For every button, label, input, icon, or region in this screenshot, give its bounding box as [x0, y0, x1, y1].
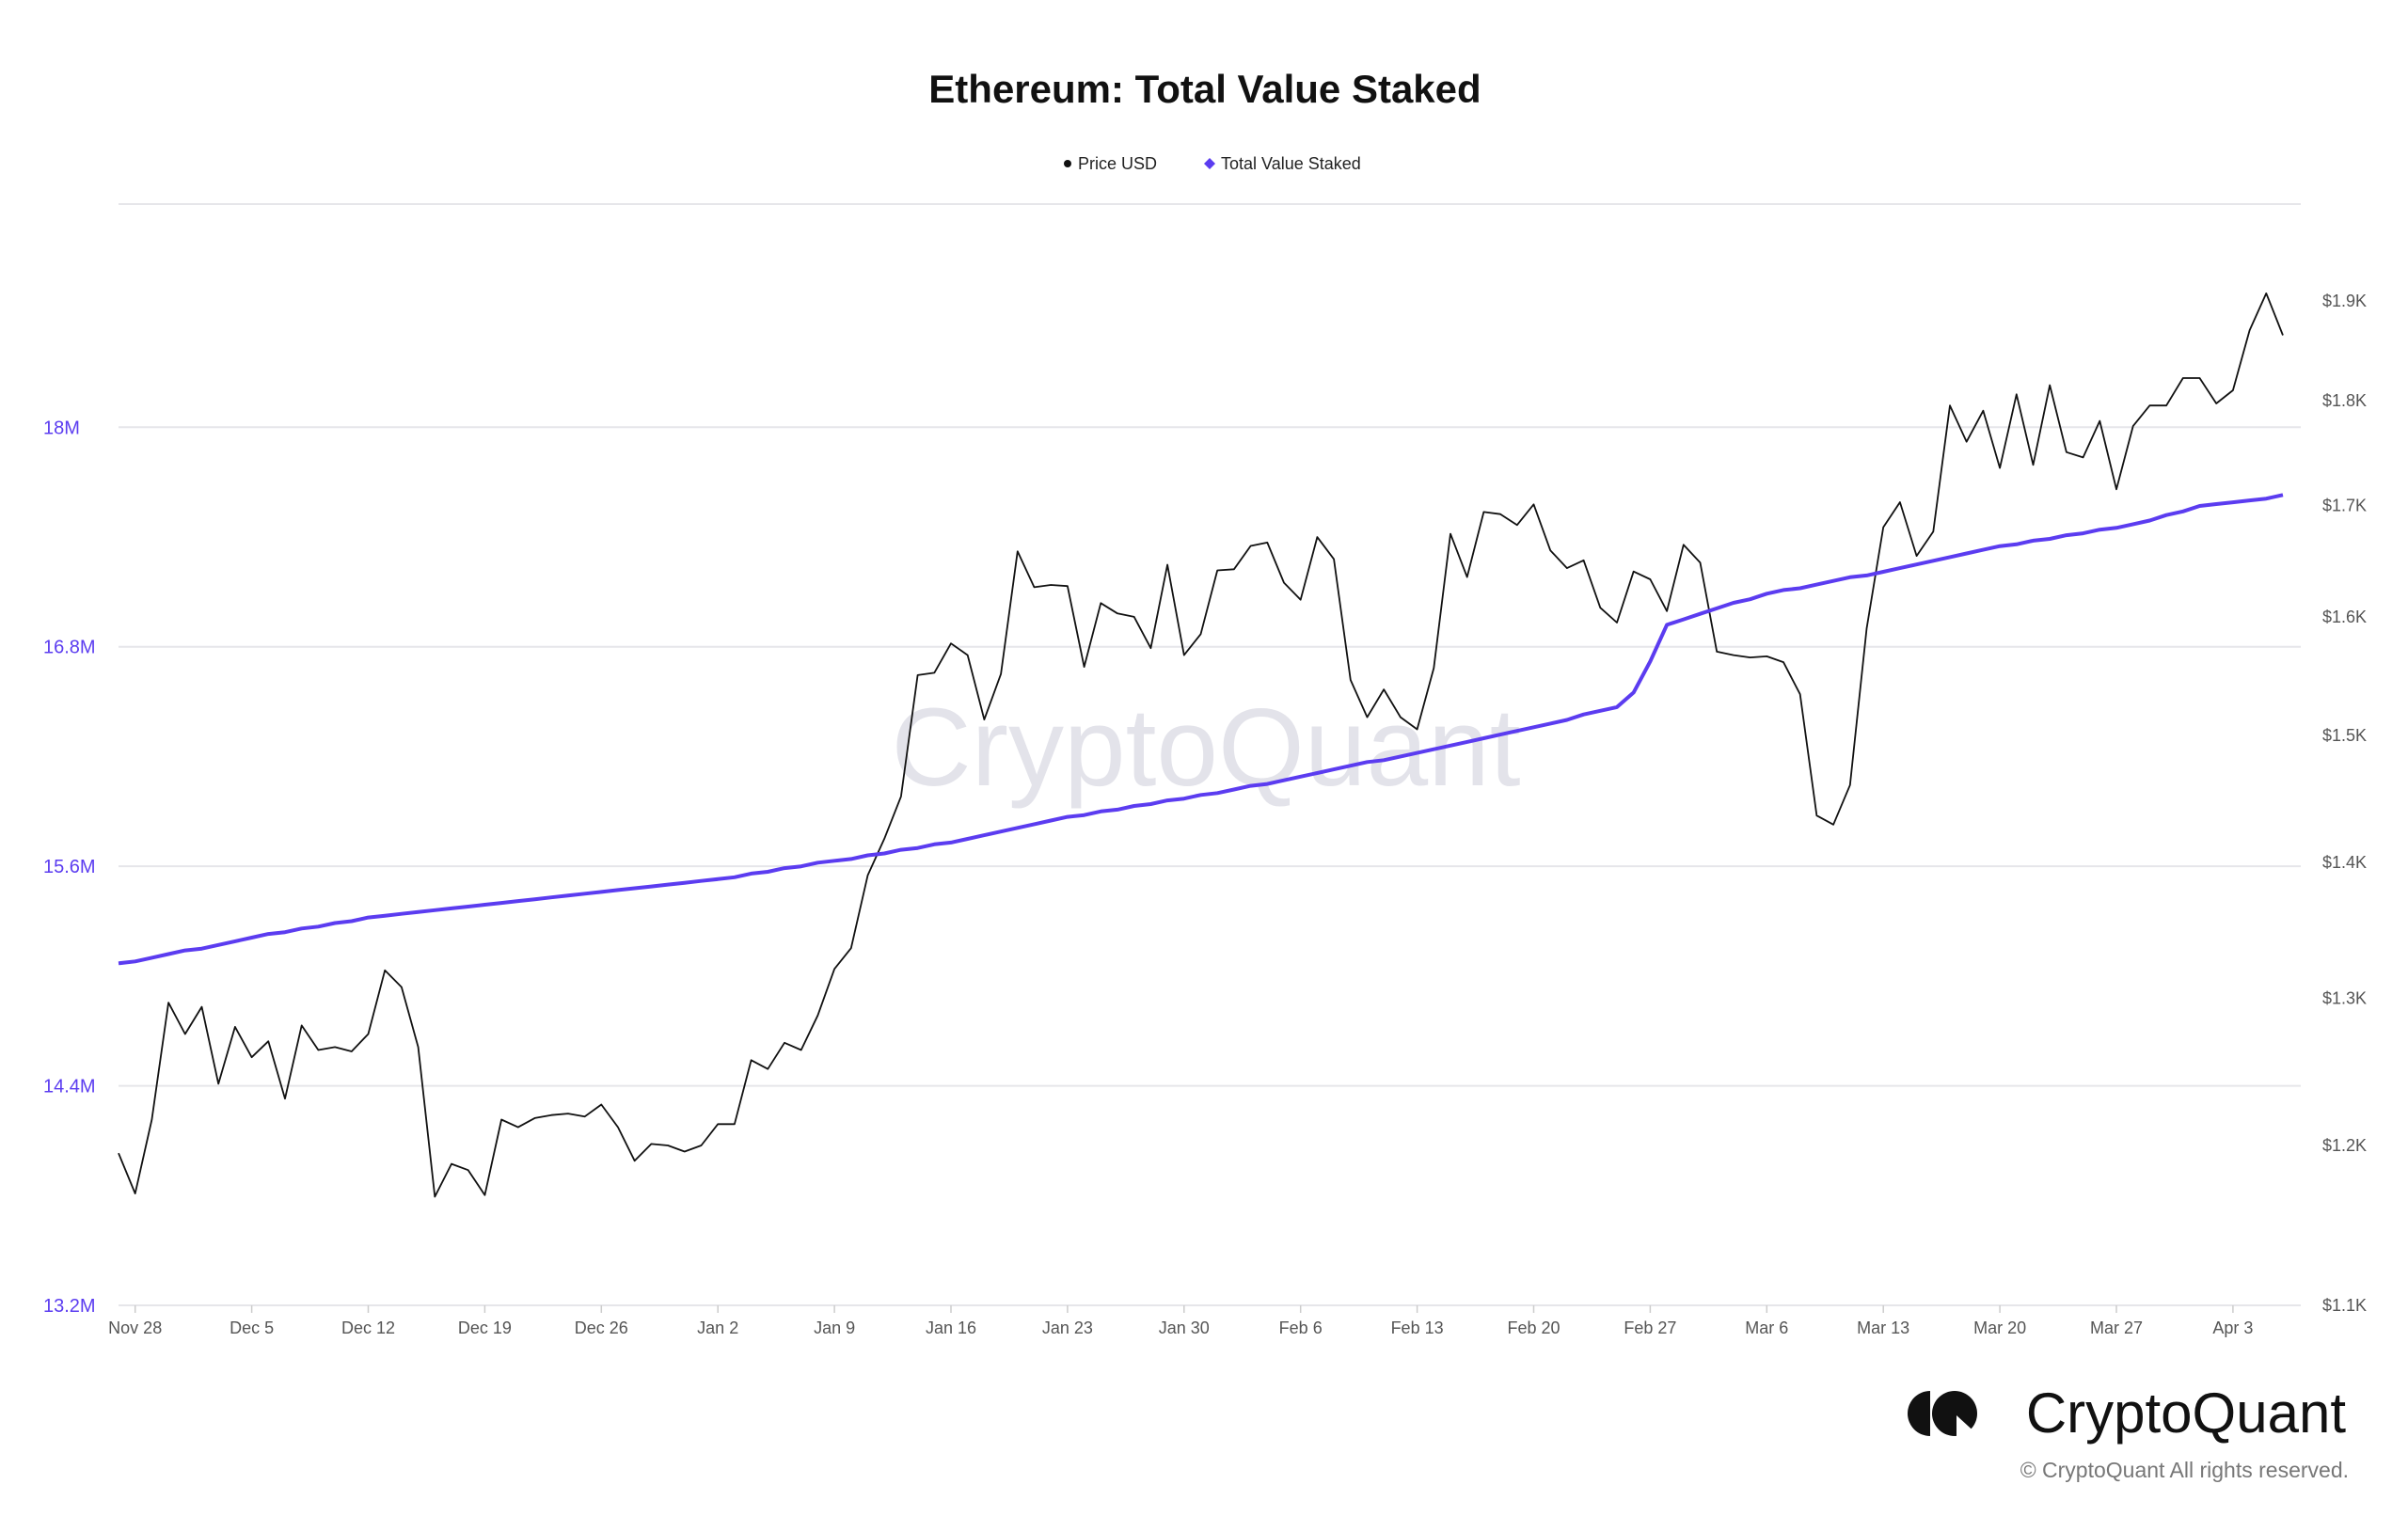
x-tick-label: Jan 2: [697, 1319, 738, 1337]
right-tick-label: $1.7K: [2322, 496, 2367, 514]
x-tick-label: Dec 5: [230, 1319, 274, 1337]
price-usd-line[interactable]: [118, 292, 2284, 1198]
legend-diamond-icon: [1204, 158, 1215, 169]
left-tick-label: 18M: [43, 418, 80, 438]
x-tick-label: Mar 13: [1857, 1319, 1909, 1337]
x-tick-label: Mar 27: [2090, 1319, 2143, 1337]
series-lines: [118, 292, 2284, 1198]
gridlines: [119, 426, 2301, 1306]
watermark: CryptoQuant: [892, 686, 1521, 810]
legend: Price USD Total Value Staked: [1064, 154, 1361, 173]
copyright: © CryptoQuant All rights reserved.: [2020, 1458, 2349, 1482]
legend-item-price[interactable]: Price USD: [1064, 154, 1157, 173]
x-tick-label: Jan 23: [1042, 1319, 1093, 1337]
total-value-staked-line[interactable]: [118, 493, 2284, 966]
x-tick-label: Feb 27: [1624, 1319, 1676, 1337]
x-tick-label: Feb 13: [1391, 1319, 1444, 1337]
x-tick-label: Mar 20: [1973, 1319, 2026, 1337]
cryptoquant-logo: CryptoQuant: [1908, 1382, 2346, 1445]
x-tick-label: Mar 6: [1745, 1319, 1788, 1337]
x-tick-label: Dec 26: [575, 1319, 628, 1337]
x-tick-label: Dec 19: [458, 1319, 512, 1337]
legend-dot-icon: [1064, 160, 1071, 167]
right-tick-label: $1.5K: [2322, 726, 2367, 745]
right-tick-label: $1.6K: [2322, 608, 2367, 626]
left-axis: 13.2M 14.4M 15.6M 16.8M 18M: [43, 418, 96, 1317]
x-tick-label: Jan 16: [926, 1319, 976, 1337]
legend-label-staked: Total Value Staked: [1221, 154, 1361, 173]
right-tick-label: $1.3K: [2322, 989, 2367, 1008]
x-tick-label: Jan 30: [1159, 1319, 1210, 1337]
cryptoquant-logo-icon: [1908, 1391, 1979, 1436]
x-tick-label: Jan 9: [814, 1319, 855, 1337]
chart-title: Ethereum: Total Value Staked: [928, 67, 1481, 111]
left-tick-label: 13.2M: [43, 1296, 96, 1317]
x-tick-label: Apr 3: [2212, 1319, 2253, 1337]
left-tick-label: 14.4M: [43, 1077, 96, 1098]
right-tick-label: $1.9K: [2322, 292, 2367, 310]
x-tick-label: Nov 28: [108, 1319, 162, 1337]
x-axis: Nov 28 Dec 5 Dec 12 Dec 19 Dec 26 Jan 2 Jan 9 J…: [108, 1305, 2253, 1337]
right-tick-label: $1.8K: [2322, 391, 2367, 410]
right-axis: $1.1K $1.2K $1.3K $1.4K $1.5K $1.6K $1.7K $1.8K…: [2322, 292, 2367, 1315]
right-tick-label: $1.2K: [2322, 1136, 2367, 1155]
left-tick-label: 16.8M: [43, 638, 96, 658]
x-tick-label: Feb 20: [1507, 1319, 1560, 1337]
logo-text: CryptoQuant: [2026, 1382, 2346, 1445]
legend-item-staked[interactable]: Total Value Staked: [1204, 154, 1361, 173]
x-tick-label: Dec 12: [341, 1319, 395, 1337]
right-tick-label: $1.1K: [2322, 1296, 2367, 1315]
x-tick-label: Feb 6: [1279, 1319, 1323, 1337]
legend-label-price: Price USD: [1078, 154, 1157, 173]
right-tick-label: $1.4K: [2322, 853, 2367, 872]
left-tick-label: 15.6M: [43, 857, 96, 877]
